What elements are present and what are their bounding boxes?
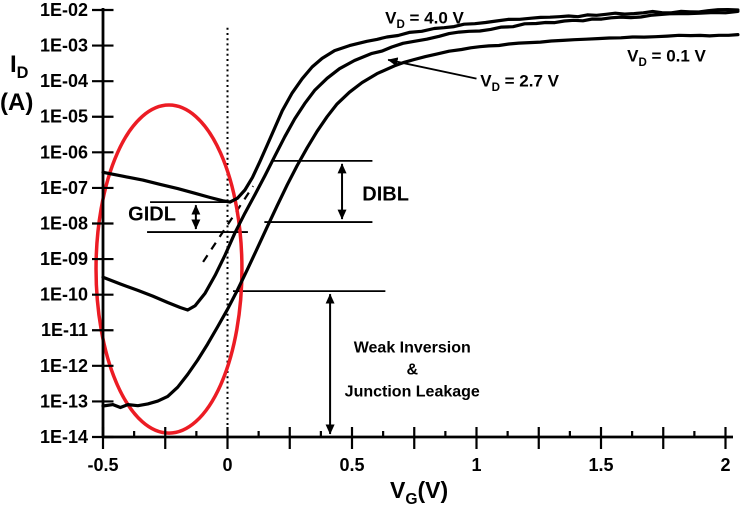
y-axis-tick-label: 1E-09 — [40, 249, 88, 269]
leakage-region-ellipse — [94, 103, 244, 435]
x-axis-tick-label: 0 — [222, 455, 232, 475]
y-axis-tick-label: 1E-05 — [40, 107, 88, 127]
x-axis-tick-label: 0.5 — [339, 455, 364, 475]
y-axis-tick-label: 1E-14 — [40, 427, 88, 447]
weak-inversion-label-line: Weak Inversion — [354, 339, 471, 356]
highlight-ellipse-layer — [94, 103, 244, 435]
x-axis-title: VG(V) — [390, 477, 448, 507]
curve-vd-4.0-v — [101, 8, 740, 204]
y-axis-tick-label: 1E-08 — [40, 213, 88, 233]
y-axis-tick-label: 1E-13 — [40, 391, 88, 411]
curves-layer — [101, 8, 740, 410]
y-axis-tick-label: 1E-11 — [41, 320, 88, 340]
y-axis-title: ID — [10, 51, 29, 82]
y-axis-tick-label: 1E-12 — [40, 356, 88, 376]
y-axis-title-unit: (A) — [0, 89, 33, 116]
y-axis-tick-label: 1E-10 — [40, 285, 88, 305]
annotation-layer — [147, 27, 477, 437]
y-axis-tick-label: 1E-04 — [40, 71, 88, 91]
dibl-label: DIBL — [362, 183, 409, 205]
y-axis-tick-label: 1E-06 — [40, 142, 88, 162]
x-axis-tick-label: 1 — [471, 455, 481, 475]
curve-label-vd-2.7-v: VD = 2.7 V — [480, 72, 559, 94]
weak-inversion-label-line: Junction Leakage — [345, 383, 480, 400]
curve-label-vd-0.1-v: VD = 0.1 V — [627, 47, 706, 69]
x-axis-tick-label: -0.5 — [87, 455, 118, 475]
curve-vd-2.7-v — [101, 9, 740, 312]
axes-layer — [92, 8, 733, 449]
y-axis-tick-label: 1E-07 — [40, 178, 88, 198]
weak-inversion-label-line: & — [406, 361, 418, 378]
y-axis-tick-label: 1E-03 — [40, 36, 88, 56]
gidl-label: GIDL — [128, 204, 176, 226]
curve-vd-0.1-v — [101, 33, 740, 410]
curve-label-vd-4.0-v: VD = 4.0 V — [385, 9, 464, 31]
y-axis-tick-label: 1E-02 — [40, 0, 88, 20]
x-axis-tick-label: 2 — [720, 455, 730, 475]
subthreshold-extrapolation-dashed-line — [202, 185, 255, 263]
x-axis-tick-label: 1.5 — [588, 455, 613, 475]
